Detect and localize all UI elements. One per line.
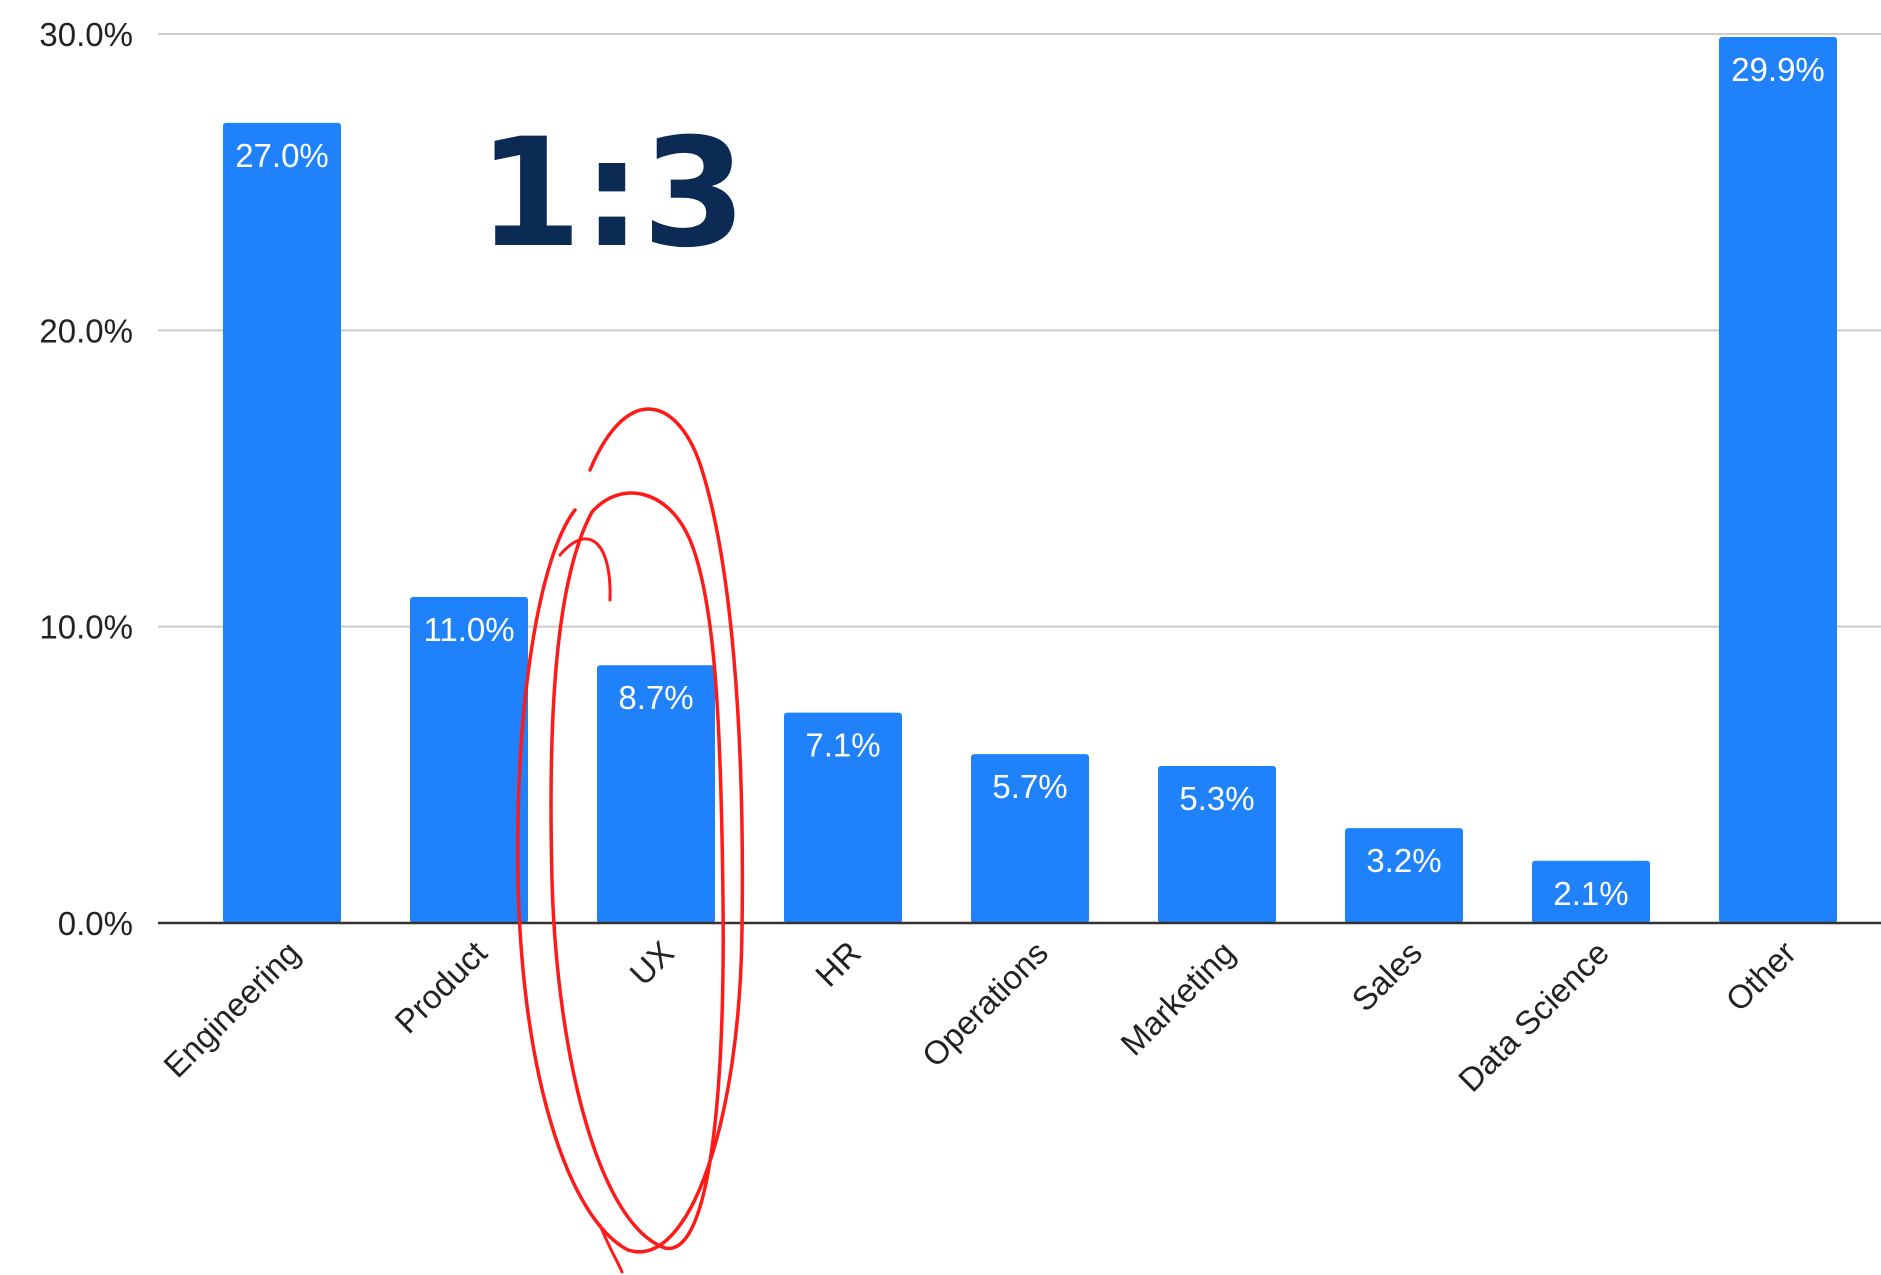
bar [1158, 765, 1276, 923]
data-label: 5.7% [992, 768, 1067, 805]
y-axis-tick-labels: 0.0% 10.0% 20.0% 30.0% [39, 16, 133, 942]
highlight-circle [516, 407, 745, 1274]
x-category-label: Sales [1344, 934, 1429, 1019]
bar [597, 665, 715, 923]
x-category-label: Product [387, 934, 494, 1041]
data-label: 8.7% [618, 679, 693, 716]
y-tick-label: 0.0% [58, 905, 133, 942]
x-category-label: Other [1718, 934, 1803, 1019]
annotations: 1:3 [478, 107, 747, 1274]
data-label: 2.1% [1553, 875, 1628, 912]
bar [784, 712, 902, 923]
data-label: 11.0% [423, 611, 514, 648]
bar [223, 122, 341, 923]
bar [1345, 828, 1463, 923]
x-category-label: HR [808, 934, 868, 994]
bar [1719, 36, 1837, 924]
x-category-label: UX [622, 934, 681, 993]
y-tick-label: 10.0% [39, 609, 133, 646]
highlight-circle-tail [598, 1223, 624, 1274]
data-label: 7.1% [805, 727, 880, 764]
bar [971, 754, 1089, 923]
x-category-label: Operations [915, 934, 1055, 1074]
bar [1532, 860, 1650, 923]
x-category-label: Engineering [156, 934, 307, 1085]
data-label: 3.2% [1366, 842, 1441, 879]
x-axis-category-labels: Engineering Product UX HR Operations Marketin… [156, 934, 1803, 1099]
highlight-circle-tail [558, 537, 612, 602]
gridlines [158, 33, 1881, 628]
bars: 27.0% 11.0% 8.7% 7.1% 5.7% 5.3% 3.2% 2.1% 29.9% [223, 36, 1837, 924]
bar [410, 597, 528, 923]
y-tick-label: 30.0% [39, 16, 133, 53]
data-label: 29.9% [1731, 51, 1825, 88]
data-label: 5.3% [1179, 780, 1254, 817]
data-label: 27.0% [235, 137, 329, 174]
highlight-circle-stroke [516, 407, 745, 1254]
ratio-annotation: 1:3 [478, 107, 747, 281]
y-tick-label: 20.0% [39, 312, 133, 349]
highlight-circle-stroke [549, 491, 725, 1250]
x-category-label: Data Science [1451, 934, 1616, 1099]
x-category-label: Marketing [1113, 934, 1242, 1063]
